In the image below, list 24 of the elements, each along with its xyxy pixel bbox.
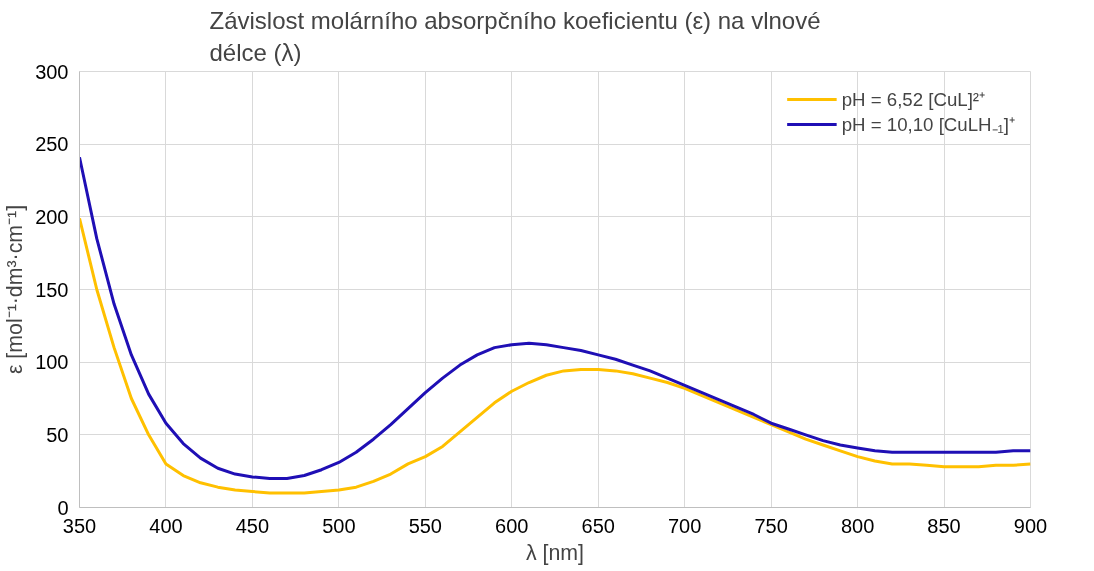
y-tick-label: 150 [35,278,69,301]
legend-label: pH = 10,10 [CuLH₋₁]⁺ [841,113,1015,136]
x-axis-title: λ [nm] [525,540,585,565]
y-tick-label: 100 [35,351,69,374]
y-tick-label: 50 [46,423,69,446]
x-tick-label: 500 [322,514,356,537]
legend-label: pH = 6,52 [CuL]²⁺ [841,88,986,111]
x-tick-label: 850 [927,514,961,537]
x-tick-label: 400 [149,514,183,537]
y-tick-label: 300 [35,60,69,83]
x-tick-label: 900 [1013,514,1048,537]
line-series [79,216,1031,495]
x-tick-label: 600 [495,514,529,537]
y-tick-label: 250 [35,133,69,156]
x-tick-label: 700 [668,514,702,537]
y-tick-label: 200 [35,205,69,228]
x-tick-label: 750 [754,514,788,537]
line-series [79,155,1031,480]
x-tick-label: 650 [581,514,615,537]
chart-title: Závislost molárního absorpčního koeficientu (ε) na vlnové délce (λ) [209,7,821,67]
x-tick-label: 450 [235,514,270,537]
x-tick-label: 800 [840,514,875,537]
x-tick-label: 550 [408,514,443,537]
y-axis-title: ε [mol⁻¹·dm³·cm⁻¹] [3,204,28,375]
